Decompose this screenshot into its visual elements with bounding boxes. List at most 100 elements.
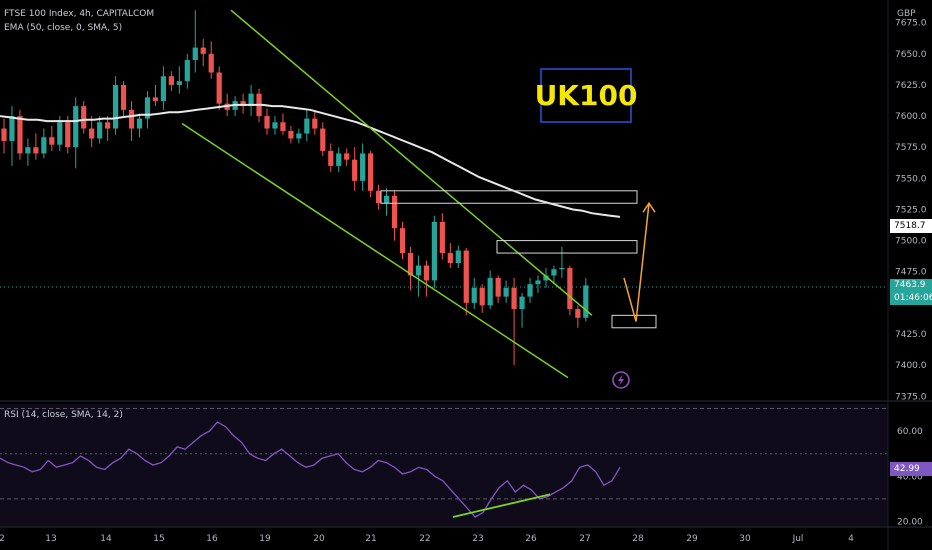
candle-body (535, 280, 541, 285)
price-axis-label: 7575.0 (895, 143, 927, 153)
price-axis-label: 7400.0 (895, 361, 927, 371)
candle-body (407, 253, 414, 276)
uk100-badge: UK100 (535, 68, 637, 123)
candle-body (471, 287, 477, 303)
candle-body (415, 265, 422, 276)
price-axis-label: 7525.0 (895, 205, 927, 215)
candle-body (97, 122, 103, 139)
candle-body (320, 128, 326, 151)
candle-body (9, 116, 15, 141)
candle-body (447, 253, 453, 264)
time-axis-label: 29 (686, 534, 698, 544)
candle-body (391, 195, 398, 229)
time-axis-label: 27 (579, 534, 590, 544)
candle-body (208, 53, 214, 73)
candle-body (479, 287, 485, 306)
time-axis-label: 16 (206, 534, 218, 544)
rsi-divergence-line (452, 493, 551, 518)
resistance-zone-upper (380, 190, 638, 204)
candle-body (280, 122, 286, 132)
candle-body (527, 284, 533, 297)
candle-body (543, 275, 549, 281)
candle-body (240, 101, 246, 107)
candle-body (344, 153, 350, 160)
time-axis-label: 22 (419, 534, 430, 544)
candle-body (168, 76, 174, 85)
candle-body (120, 84, 127, 110)
time-axis-label: 4 (848, 534, 854, 544)
candle-body (423, 265, 430, 281)
candle-body (463, 250, 469, 303)
price-axis-label: 7375.0 (895, 392, 927, 402)
candle-body (112, 84, 119, 129)
candle-body (192, 47, 198, 61)
candle-body (519, 296, 525, 310)
candle-body (312, 118, 318, 129)
candle-body (583, 285, 589, 318)
rsi-line (0, 421, 621, 518)
time-axis-label: 26 (525, 534, 537, 544)
price-axis-label: 7500.0 (895, 237, 927, 247)
rsi-axis-label: 60.00 (897, 427, 923, 437)
rsi-axis-label: 20.00 (897, 517, 923, 527)
candle-body (73, 106, 79, 148)
candle-body (503, 287, 509, 297)
candle-body (33, 147, 39, 154)
candle-body (511, 287, 517, 310)
candle-body (65, 122, 71, 148)
candle-body (559, 268, 565, 270)
candle-body (431, 221, 437, 281)
candle-body (328, 150, 334, 166)
time-axis-label: Jul (792, 534, 804, 544)
candle-body (184, 60, 190, 82)
candle-body (575, 309, 581, 318)
candle-body (399, 228, 406, 254)
lightning-icon[interactable] (612, 371, 630, 389)
candle-body (375, 190, 382, 204)
candle-body (17, 116, 23, 154)
projection-arrow-head (642, 201, 656, 213)
time-axis-label: 14 (100, 534, 112, 544)
candle-body (105, 122, 111, 129)
candle-body (200, 47, 206, 54)
time-axis-label: 21 (365, 534, 376, 544)
channel-lower-line (181, 122, 569, 379)
candle-body (352, 159, 358, 181)
candle-body (360, 153, 366, 181)
candle-body (144, 97, 151, 119)
ema50-line (0, 103, 621, 218)
candle-body (216, 72, 222, 104)
price-axis-label: 7425.0 (895, 330, 927, 340)
candle-body (487, 277, 493, 306)
candle-body (304, 118, 310, 134)
candle-body (551, 269, 557, 276)
candle-body (288, 131, 294, 139)
candle-body (136, 118, 143, 129)
candle-body (296, 133, 302, 139)
candle-body (439, 221, 445, 254)
ema-legend[interactable]: EMA (50, close, 0, SMA, 5) (4, 23, 123, 33)
time-axis-label: 19 (259, 534, 271, 544)
candle-body (272, 122, 278, 129)
candle-body (1, 128, 7, 141)
rsi-legend[interactable]: RSI (14, close, SMA, 14, 2) (4, 410, 123, 420)
candle-body (264, 116, 270, 129)
time-axis-label: 20 (313, 534, 325, 544)
candle-body (176, 81, 182, 85)
rsi-axis-label: 40.00 (897, 472, 923, 482)
time-axis-label: 23 (472, 534, 483, 544)
time-axis-label: 2 (0, 534, 5, 544)
candle-body (25, 147, 31, 154)
countdown-tag: 01:46:06 (890, 292, 932, 305)
channel-upper-line (230, 9, 593, 316)
price-axis-label: 7650.0 (895, 50, 927, 60)
time-axis-label: 13 (45, 534, 56, 544)
time-axis-label: 28 (632, 534, 644, 544)
symbol-legend[interactable]: FTSE 100 Index, 4h, CAPITALCOM (4, 9, 155, 19)
price-axis-label: 7625.0 (895, 81, 927, 91)
price-axis-label: 7600.0 (895, 112, 927, 122)
candle-body (248, 93, 254, 107)
candle-body (49, 137, 55, 145)
candle-body (128, 109, 135, 129)
